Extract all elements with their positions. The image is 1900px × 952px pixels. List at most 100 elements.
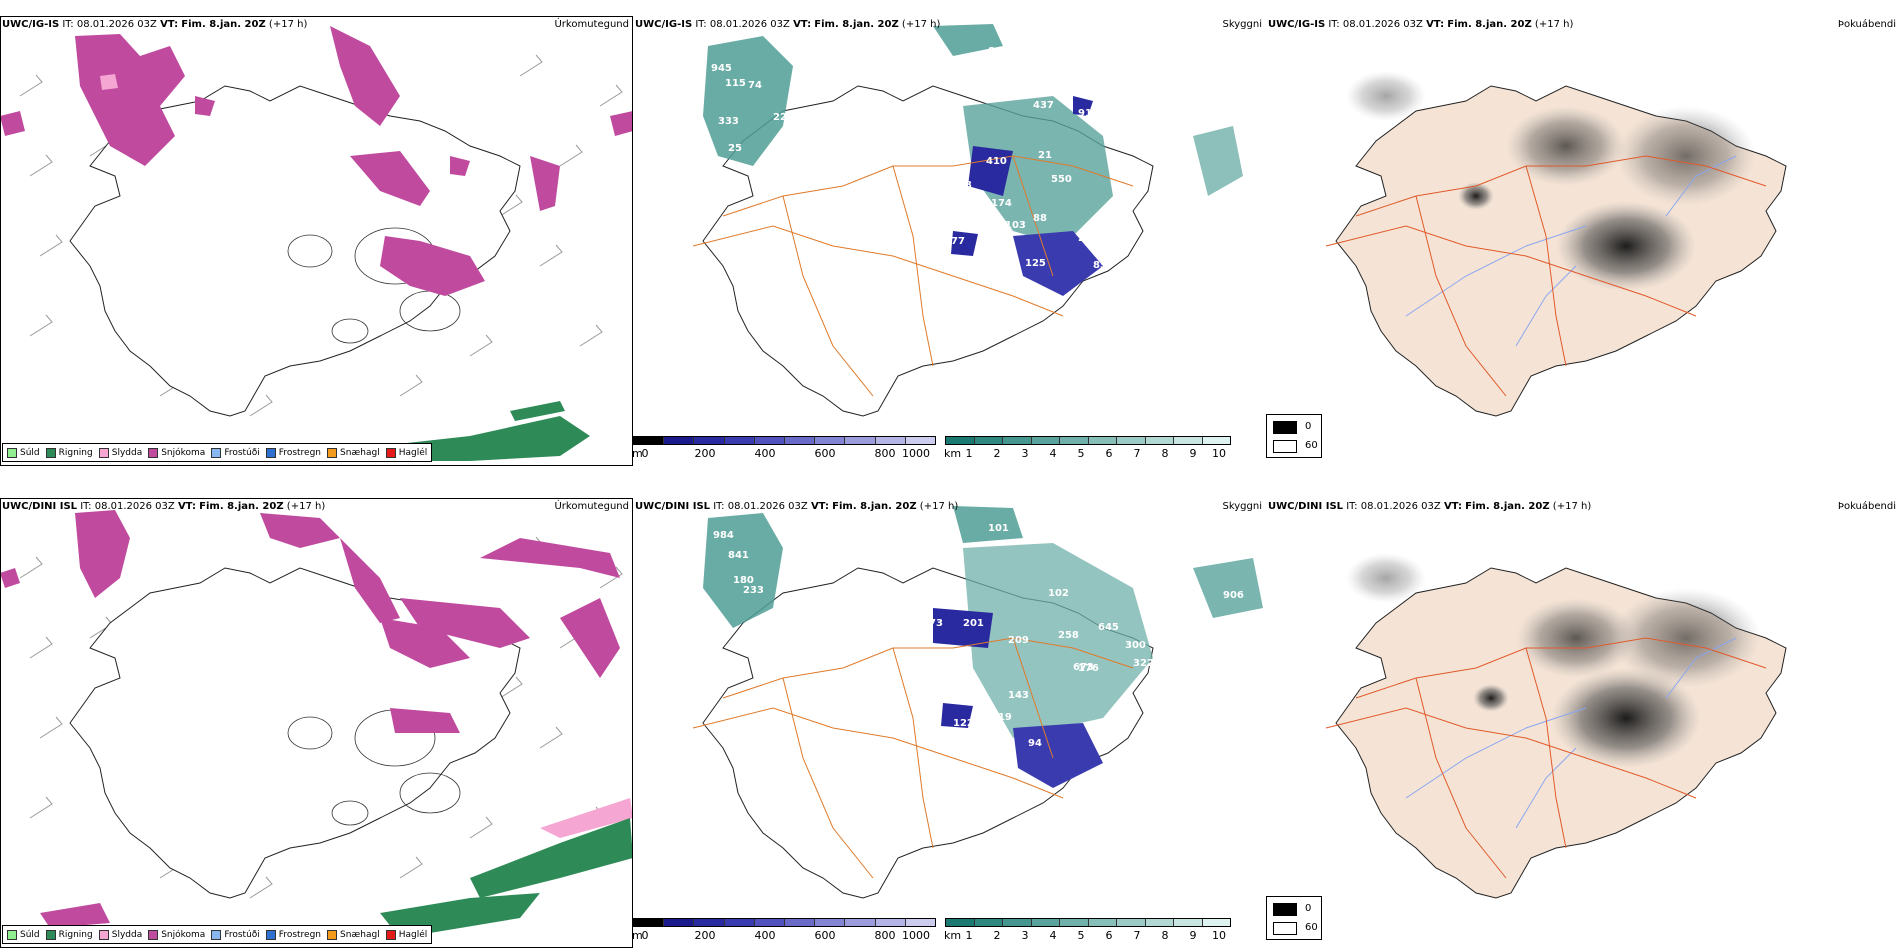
precip-panel-name: Úrkomutegund: [554, 501, 629, 512]
colorbar-tick: 5: [1077, 929, 1085, 942]
legend-swatch: [7, 447, 17, 458]
visibility-value-label: 673: [1073, 662, 1094, 673]
colorbar-tick: 600: [814, 447, 836, 460]
legend-item: Snjókoma: [148, 447, 205, 458]
colorbar-segment: [815, 437, 846, 444]
visibility-value-label: 91: [1078, 108, 1092, 119]
colorbar-segment: [724, 437, 755, 444]
colorbar-tick: 800: [874, 929, 896, 942]
colorbar-segment: [1202, 919, 1230, 926]
colorbar-segment: [905, 437, 936, 444]
fog-legend-label: 60: [1305, 440, 1318, 451]
precip-legend: Súld Rigning Slydda Snjókoma Frostúði Fr…: [2, 925, 433, 944]
precip-panel-name: Úrkomutegund: [554, 19, 629, 30]
colorbar-unit: m: [632, 929, 643, 942]
fog-panel-name: Þokuábendi: [1837, 19, 1896, 30]
visibility-value-label: 73: [929, 618, 943, 629]
precip-type-panel: UWC/IG-IS IT: 08.01.2026 03Z VT: Fim. 8.…: [0, 16, 633, 466]
visibility-value-label: 172: [963, 686, 984, 697]
visibility-value-label: 984: [713, 530, 734, 541]
colorbar-unit: m: [632, 447, 643, 460]
road-network: [1325, 155, 1767, 397]
precip-title: UWC/IG-IS IT: 08.01.2026 03Z VT: Fim. 8.…: [2, 19, 308, 30]
wind-barbs: [19, 54, 623, 417]
legend-swatch: [265, 447, 276, 458]
visibility-value-label: 176: [1078, 663, 1099, 674]
visibility-value-label: 103: [1005, 220, 1026, 231]
colorbar-tick: 8: [1161, 447, 1169, 460]
visibility-value-label: 132: [933, 728, 954, 739]
fog-legend-swatch: [1273, 421, 1297, 434]
colorbar-segment: [905, 919, 936, 926]
colorbar-ceiling-m: m 0 200 400 600 800 1000: [632, 918, 936, 952]
legend-swatch: [211, 929, 222, 940]
colorbar-segment: [1003, 919, 1032, 926]
rivers: [1405, 155, 1737, 347]
colorbar-segment: [875, 919, 906, 926]
colorbar-tick: 200: [694, 447, 716, 460]
forecast-row-ig-is: UWC/IG-IS IT: 08.01.2026 03Z VT: Fim. 8.…: [0, 16, 1900, 466]
colorbar-tick: 2: [993, 447, 1001, 460]
visibility-value-label: 209: [1008, 635, 1029, 646]
colorbar-segment: [664, 437, 695, 444]
snow-areas: [0, 26, 633, 296]
visibility-value-label: 437: [1033, 100, 1054, 111]
colorbar-segment: [1031, 437, 1060, 444]
colorbar-tick: 4: [1049, 929, 1057, 942]
colorbar-tick: 6: [1105, 929, 1113, 942]
visibility-value-label: 906: [1223, 590, 1244, 601]
legend-item: Snjókoma: [148, 929, 205, 940]
colorbar-tick: 0: [641, 929, 649, 942]
visibility-value-label: 225: [773, 112, 794, 123]
colorbar-segment: [1174, 919, 1203, 926]
legend-item: Frostúði: [211, 929, 260, 940]
colorbar-unit: km: [944, 447, 962, 460]
colorbar-tick: 9: [1189, 447, 1197, 460]
colorbar-tick: 2: [993, 929, 1001, 942]
sleet-areas: [100, 74, 118, 90]
visibility-value-label: 66: [963, 270, 977, 281]
visibility-value-label: 125: [1025, 258, 1046, 269]
visibility-value-label: 117: [995, 298, 1016, 309]
visibility-fields: [703, 24, 1243, 296]
legend-item: Slydda: [98, 929, 142, 940]
fog-legend: 0 60: [1266, 896, 1322, 940]
colorbar-visibility-km: km 1 2 3 4 5 6 7 8 9 10: [944, 918, 1231, 952]
colorbar-segment: [1031, 919, 1060, 926]
visibility-value-label: 74: [748, 80, 762, 91]
visibility-value-label: 56: [908, 630, 922, 641]
legend-swatch: [98, 929, 109, 940]
visibility-value-label: 143: [1008, 690, 1029, 701]
legend-item: Rigning: [45, 447, 93, 458]
colorbar-tick: 400: [754, 929, 776, 942]
legend-item: Rigning: [45, 929, 93, 940]
legend-swatch: [98, 447, 109, 458]
visibility-value-label: 645: [1098, 622, 1119, 633]
legend-swatch: [265, 929, 276, 940]
colorbar-tick: 0: [641, 447, 649, 460]
visibility-value-label: 550: [1051, 174, 1072, 185]
colorbar-tick: 800: [874, 447, 896, 460]
visibility-value-label: 77: [951, 236, 965, 247]
visibility-value-label: 174: [991, 198, 1012, 209]
colorbar-segment: [785, 919, 816, 926]
colorbar-tick: 3: [1021, 447, 1029, 460]
colorbar-tick: 7: [1133, 447, 1141, 460]
colorbar-unit: km: [944, 929, 962, 942]
colorbar-segment: [1174, 437, 1203, 444]
colorbar-segment: [1202, 437, 1230, 444]
rain-areas: [380, 401, 590, 461]
visibility-panel-name: Skyggni: [1222, 501, 1262, 512]
colorbar-segment: [724, 919, 755, 926]
legend-item: Haglél: [385, 929, 427, 940]
visibility-value-label: 25: [963, 770, 977, 781]
visibility-value-label: 201: [963, 618, 984, 629]
visibility-labels: 945 115 74 333 225 25 868 437 91 108 410 21 108 550 17…: [711, 46, 1107, 339]
visibility-value-label: 104: [983, 740, 1004, 751]
precip-type-map: [0, 510, 633, 938]
visibility-value-label: 233: [743, 585, 764, 596]
legend-swatch: [327, 929, 338, 940]
colorbar-tick: 6: [1105, 447, 1113, 460]
visibility-value-label: 410: [986, 156, 1007, 167]
